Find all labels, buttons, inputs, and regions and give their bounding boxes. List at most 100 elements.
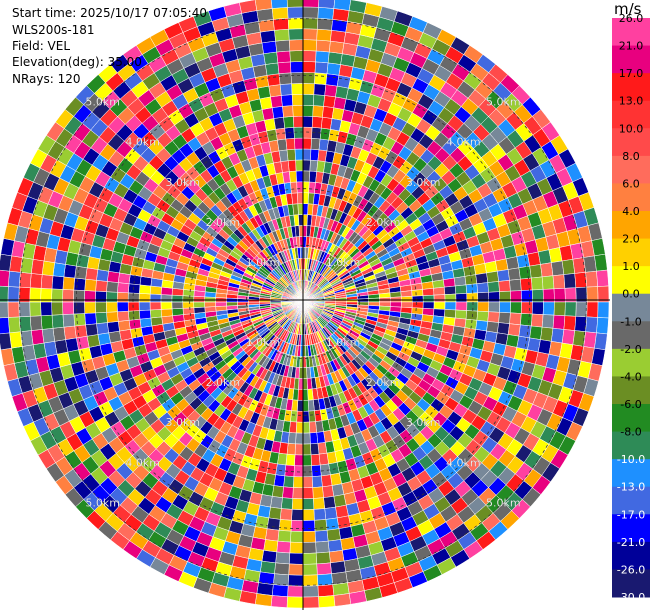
range-gate-cell [108, 330, 122, 344]
range-gate-cell [332, 582, 350, 596]
range-gate-cell [324, 84, 338, 98]
range-gate-cell [314, 72, 328, 85]
range-gate-cell [302, 50, 317, 63]
range-gate-cell [433, 286, 446, 296]
range-gate-cell [40, 301, 53, 316]
range-gate-cell [139, 284, 152, 295]
range-gate-cell [287, 585, 304, 598]
range-gate-cell [161, 315, 174, 325]
range-gate-cell [302, 159, 311, 172]
range-gate-cell [275, 39, 291, 53]
range-gate-cell [333, 494, 347, 508]
range-gate-cell [239, 0, 258, 14]
range-gate-cell [561, 329, 575, 346]
range-gate-cell [531, 301, 544, 315]
range-gate-cell [286, 148, 296, 161]
range-gate-cell [299, 236, 304, 248]
range-ring-labels: 1.0km 1.0km 1.0km 1.0km 2.0km 2.0km 2.0km 2.0km… [85, 96, 521, 510]
range-gate-cell [563, 273, 577, 289]
range-gate-cell [302, 574, 319, 587]
range-gate-cell [273, 116, 285, 130]
range-gate-cell [266, 73, 281, 87]
range-gate-cell [302, 105, 314, 117]
range-gate-cell [287, 6, 304, 19]
range-gate-cell [263, 539, 279, 553]
range-gate-cell [127, 292, 140, 303]
range-gate-cell [107, 321, 120, 334]
range-gate-cell [85, 323, 99, 337]
range-gate-cell [302, 563, 318, 576]
range-gate-cell [433, 301, 446, 310]
range-gate-cell [318, 452, 329, 466]
range-gate-cell [182, 301, 195, 309]
range-gate-cell [288, 563, 304, 576]
range-gate-cell [261, 549, 278, 564]
range-gate-cell [293, 465, 304, 478]
range-gate-cell [97, 332, 111, 346]
range-gate-cell [328, 40, 345, 55]
range-gate-cell [497, 269, 510, 282]
range-ring-label: 5.0km [486, 96, 521, 109]
range-gate-cell [302, 72, 316, 84]
range-gate-cell [330, 560, 347, 574]
range-gate-cell [84, 312, 97, 326]
range-gate-cell [297, 399, 304, 412]
range-gate-cell [73, 301, 85, 315]
range-gate-cell [521, 301, 533, 315]
range-gate-cell [289, 552, 304, 565]
range-gate-cell [297, 192, 304, 205]
range-gate-cell [7, 301, 20, 318]
range-gate-cell [444, 301, 457, 311]
range-gate-cell [302, 39, 317, 52]
range-gate-cell [302, 126, 313, 139]
range-ring-label: 4.0km [446, 136, 481, 149]
range-gate-cell [563, 315, 577, 331]
range-gate-cell [171, 308, 184, 316]
range-ring-label: 5.0km [85, 96, 120, 109]
range-gate-cell [149, 293, 162, 303]
range-gate-cell [318, 595, 336, 608]
range-gate-cell [248, 301, 260, 306]
range-gate-cell [313, 94, 325, 107]
range-gate-cell [313, 508, 327, 521]
range-gate-cell [583, 331, 597, 349]
range-gate-cell [315, 551, 331, 565]
range-gate-cell [302, 148, 312, 161]
range-gate-cell [62, 276, 76, 291]
range-gate-cell [268, 84, 282, 98]
range-gate-cell [476, 282, 489, 294]
range-gate-cell [193, 296, 206, 303]
range-gate-cell [29, 301, 42, 317]
range-gate-cell [529, 325, 543, 340]
range-gate-cell [302, 17, 319, 30]
range-gate-cell [276, 540, 291, 554]
range-gate-cell [308, 410, 316, 423]
range-gate-cell [302, 520, 316, 532]
range-gate-cell [204, 306, 217, 313]
range-gate-cell [259, 560, 276, 574]
range-ring-label: 5.0km [486, 496, 521, 509]
range-gate-cell [29, 315, 43, 331]
range-gate-cell [327, 51, 343, 65]
range-gate-cell [316, 28, 332, 42]
range-gate-cell [285, 453, 296, 466]
range-gate-cell [310, 138, 321, 151]
range-gate-cell [302, 170, 311, 183]
range-gate-cell [268, 506, 282, 520]
range-gate-cell [0, 317, 10, 335]
range-gate-cell [107, 270, 120, 283]
range-gate-cell [271, 106, 284, 119]
range-gate-cell [263, 51, 279, 65]
range-gate-cell [507, 323, 521, 337]
range-gate-cell [204, 296, 216, 303]
range-gate-cell [270, 595, 288, 608]
range-gate-cell [29, 273, 43, 289]
range-gate-cell [9, 255, 23, 273]
range-gate-cell [292, 203, 299, 216]
range-gate-cell [283, 116, 295, 129]
range-gate-cell [290, 530, 304, 543]
range-gate-cell [400, 301, 413, 308]
range-gate-cell [553, 301, 566, 316]
range-gate-cell [507, 267, 521, 281]
